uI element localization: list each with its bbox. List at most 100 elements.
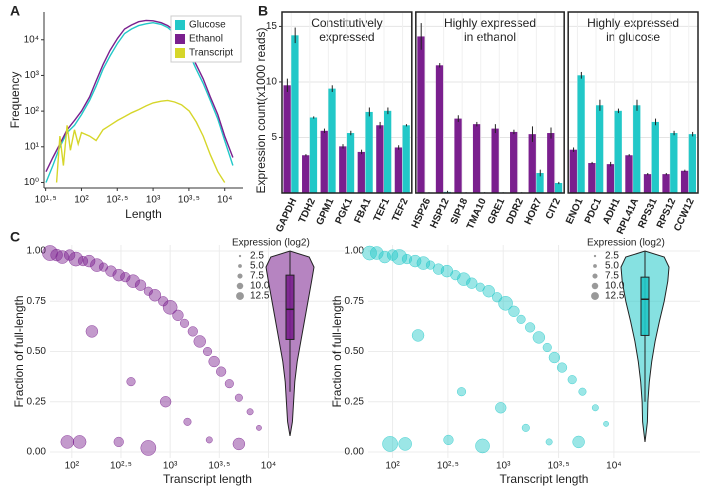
legend-label: Transcript [189,48,233,59]
point [548,351,561,364]
point [143,286,153,296]
bar [569,149,577,193]
bar [651,121,659,193]
size-legend-key [593,264,597,268]
size-legend-label: 7.5 [250,271,264,282]
point [208,355,220,368]
panel-label: A [10,3,20,19]
point [398,437,412,451]
point [90,258,104,272]
series-line [45,19,234,173]
x-tick-label: FBA1 [353,196,374,225]
point [224,379,234,389]
bar [670,133,678,193]
size-legend-label: 2.5 [250,251,264,262]
bar [625,155,633,193]
point [172,309,184,321]
point [391,249,408,265]
x-axis-label: Transcript length [500,472,589,486]
y-axis-label: Fraction of full-length [12,295,26,407]
x-tick-label: 10²·⁵ [110,461,132,472]
point [482,285,495,298]
x-tick-label: 10² [65,461,80,472]
y-tick-label: 0.50 [27,346,47,357]
bar [291,35,299,194]
bar [402,125,410,193]
point [378,250,391,264]
point [113,436,124,448]
legend-swatch [175,20,185,30]
panel-label: C [10,229,20,245]
bar [472,124,481,193]
point [456,387,467,397]
point [591,404,599,412]
point [256,424,262,431]
y-tick-label: 0.00 [27,447,47,458]
bar [454,118,462,193]
x-tick-label: 10²·⁵ [437,461,459,472]
point [246,408,254,416]
facet-frame [415,11,565,194]
y-tick-label: 10² [25,106,40,117]
bar [547,133,555,193]
bar [633,105,641,193]
point [450,270,461,281]
bar [528,134,536,193]
x-tick-label: 10³·⁵ [548,461,570,472]
size-legend-label: 12.5 [605,291,625,302]
bar [384,110,392,193]
point [134,279,147,291]
bar [357,151,365,193]
y-tick-label: 10⁴ [24,34,39,45]
legend-label: Ethanol [189,34,223,45]
size-legend-label: 5.0 [250,261,264,272]
x-tick-label: 10³·⁵ [178,195,200,206]
bar [662,174,670,193]
point [603,420,609,427]
x-tick-label: 10³·⁵ [208,461,230,472]
point [162,299,178,315]
x-tick-label: PGK1 [334,196,356,226]
point [159,396,172,408]
y-tick-label: 0.75 [345,296,365,307]
x-tick-label: 10³ [163,461,178,472]
facet-frame [567,11,699,194]
bar [417,36,425,194]
x-axis-label: Transcript length [163,472,252,486]
point [140,440,157,456]
point [234,393,243,402]
y-tick-label: 0.25 [345,396,365,407]
point [85,325,99,338]
point [120,272,131,283]
y-tick-label: 5 [271,132,277,143]
bar [491,128,499,193]
bar [339,146,347,193]
point [498,295,513,311]
size-legend-key [591,282,599,290]
bar [606,164,615,193]
point [187,326,198,337]
x-tick-label: 10⁴ [606,461,621,472]
bar [596,105,604,193]
size-legend-title: Expression (log2) [587,238,665,249]
y-tick-label: 1.00 [27,246,47,257]
facet-frame [281,11,413,194]
y-tick-label: 10⁰ [24,177,39,188]
bar [688,134,697,193]
point [466,277,478,289]
bar [346,133,355,193]
point [567,375,577,385]
x-tick-label: 10⁴ [261,461,276,472]
bar [283,85,291,193]
point [545,438,553,446]
bar [376,125,384,193]
point [105,265,117,277]
x-tick-label: 10²·⁵ [106,195,128,206]
y-tick-label: 0.50 [345,346,365,357]
y-tick-label: 10¹ [25,141,40,152]
size-legend-key [592,273,598,279]
y-tick-label: 10 [266,77,278,88]
point [525,322,536,333]
bar [577,75,585,193]
